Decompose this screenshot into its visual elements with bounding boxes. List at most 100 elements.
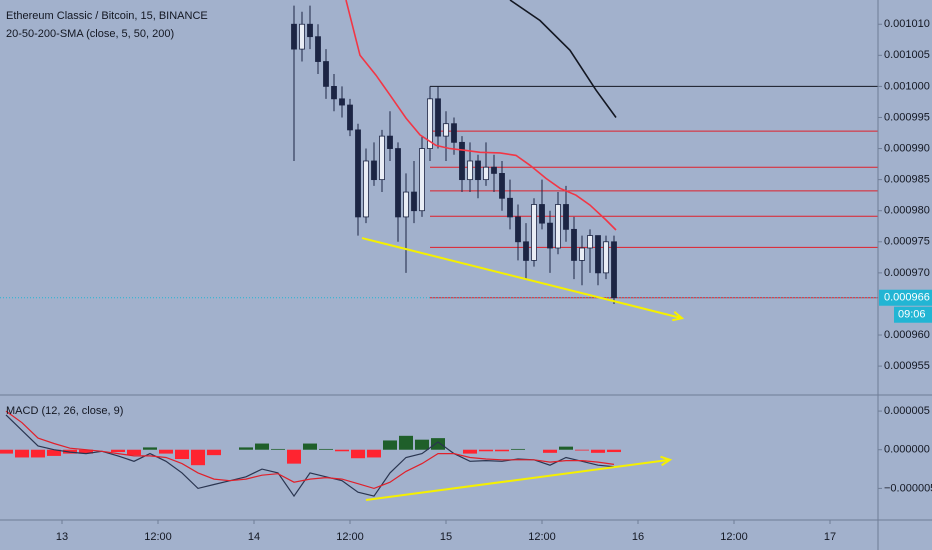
candle-body <box>331 85 337 100</box>
x-tick-label: 16 <box>632 531 644 543</box>
y-tick-label: 0.000995 <box>884 111 930 123</box>
candle-body <box>587 235 593 249</box>
candle-body <box>419 148 425 212</box>
histogram-bar <box>543 449 557 453</box>
histogram-bar <box>367 449 381 458</box>
candle-body <box>483 166 489 181</box>
candle-body <box>507 197 513 218</box>
candle-body <box>395 148 401 218</box>
trendline <box>365 458 671 501</box>
histogram-bar <box>463 449 477 454</box>
last-price-box <box>879 289 932 306</box>
candle-body <box>603 241 609 274</box>
candle-body <box>555 204 561 249</box>
y-tick-label: 0.000955 <box>884 360 930 372</box>
histogram-bar <box>479 449 493 452</box>
x-tick-label: 12:00 <box>528 531 556 543</box>
candle-body <box>363 160 369 218</box>
y-tick-label: 0.000990 <box>884 142 930 154</box>
candle-body <box>379 135 385 181</box>
histogram-bar <box>431 438 445 450</box>
y-tick-label: 0.000000 <box>884 444 930 456</box>
x-tick-label: 12:00 <box>720 531 748 543</box>
macd-title: MACD (12, 26, close, 9) <box>6 405 123 417</box>
y-tick-label: 0.000005 <box>884 405 930 417</box>
trendline-arrow <box>660 455 673 467</box>
candle-body <box>459 141 465 181</box>
candle-body <box>475 160 481 181</box>
candle-body <box>323 61 329 87</box>
x-tick-label: 14 <box>248 531 260 543</box>
candle-body <box>563 204 569 230</box>
candle-body <box>539 204 545 224</box>
candle-body <box>491 166 497 174</box>
countdown-label: 09:06 <box>898 309 926 321</box>
histogram-bar <box>319 448 333 450</box>
y-tick-label: 0.000960 <box>884 329 930 341</box>
y-tick-label: 0.000985 <box>884 174 930 186</box>
histogram-bar <box>383 440 397 450</box>
histogram-bar <box>559 446 573 450</box>
x-tick-label: 17 <box>824 531 836 543</box>
histogram-bar <box>47 449 61 456</box>
candle-body <box>371 160 377 181</box>
x-tick-label: 12:00 <box>144 531 172 543</box>
candle-body <box>579 247 585 261</box>
histogram-bar <box>255 443 269 450</box>
y-tick-label: 0.001005 <box>884 49 930 61</box>
candle-body <box>403 191 409 218</box>
candle-body <box>523 241 529 261</box>
candle-body <box>467 160 473 181</box>
histogram-bar <box>271 448 285 450</box>
sma-line <box>509 0 617 118</box>
y-tick-label: 0.001010 <box>884 18 930 30</box>
histogram-bar <box>303 443 317 450</box>
histogram-bar <box>287 449 301 464</box>
y-tick-label: 0.000980 <box>884 205 930 217</box>
candle-body <box>443 123 449 137</box>
histogram-bar <box>239 447 253 450</box>
trendline <box>361 237 683 320</box>
histogram-bar <box>335 449 349 452</box>
x-tick-label: 13 <box>56 531 68 543</box>
histogram-bar <box>0 449 13 454</box>
plot <box>0 0 878 501</box>
candle-body <box>531 204 537 261</box>
histogram-bar <box>207 449 221 456</box>
histogram-bar <box>399 435 413 450</box>
histogram-bar <box>143 447 157 450</box>
histogram-bar <box>511 448 525 450</box>
candle-body <box>387 135 393 149</box>
indicator-title: 20-50-200-SMA (close, 5, 50, 200) <box>6 28 174 40</box>
y-tick-label: 0.000970 <box>884 267 930 279</box>
last-price-label: 0.000966 <box>884 292 930 304</box>
candle-body <box>611 241 617 299</box>
candle-body <box>411 191 417 212</box>
histogram-bar <box>607 449 621 453</box>
candle-body <box>307 23 313 38</box>
candle-body <box>339 98 345 106</box>
y-tick-label: −0.000005 <box>884 482 932 494</box>
histogram-bar <box>15 449 29 458</box>
histogram-bar <box>575 449 589 451</box>
candle-body <box>355 129 361 218</box>
candle-body <box>291 23 297 50</box>
candle-body <box>571 228 577 261</box>
candle-body <box>315 36 321 62</box>
histogram-bar <box>415 439 429 450</box>
y-tick-label: 0.001000 <box>884 80 930 92</box>
candle-body <box>451 123 457 143</box>
sma-line <box>345 0 617 231</box>
histogram-bar <box>191 449 205 466</box>
candle-body <box>347 104 353 131</box>
y-tick-label: 0.000975 <box>884 236 930 248</box>
candle-body <box>435 98 441 137</box>
symbol-title: Ethereum Classic / Bitcoin, 15, BINANCE <box>6 10 208 22</box>
histogram-bar <box>495 449 509 452</box>
candle-body <box>427 98 433 149</box>
histogram-bar <box>127 449 141 456</box>
candle-body <box>499 173 505 199</box>
